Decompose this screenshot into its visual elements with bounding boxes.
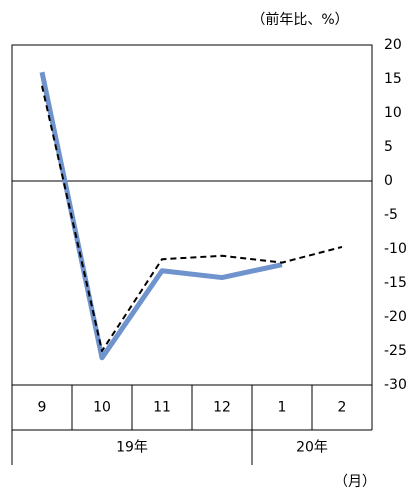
y-tick-label: 15 — [384, 71, 402, 87]
y-tick-label: -5 — [384, 207, 398, 223]
x-tick-label: 10 — [93, 400, 111, 416]
x-tick-label: 11 — [153, 400, 171, 416]
y-tick-label: 20 — [384, 37, 402, 53]
y-tick-label: -30 — [384, 377, 407, 393]
x-tick-label: 1 — [278, 400, 287, 416]
group-label: 20年 — [296, 440, 328, 456]
y-tick-label: -20 — [384, 309, 407, 325]
group-label: 19年 — [116, 440, 148, 456]
x-tick-label: 2 — [338, 400, 347, 416]
series-line — [41, 85, 343, 352]
x-tick-label: 12 — [213, 400, 231, 416]
y-tick-label: -25 — [384, 343, 407, 359]
unit-label: （前年比、%） — [251, 11, 348, 28]
series-line — [39, 71, 283, 361]
y-tick-label: -10 — [384, 241, 407, 257]
y-tick-label: 0 — [384, 173, 393, 189]
y-tick-label: 5 — [384, 139, 393, 155]
plot-frame — [11, 44, 373, 386]
y-tick-label: 10 — [384, 105, 402, 121]
y-tick-label: -15 — [384, 275, 407, 291]
x-tick-label: 9 — [38, 400, 47, 416]
x-unit-label: （月） — [334, 474, 376, 490]
